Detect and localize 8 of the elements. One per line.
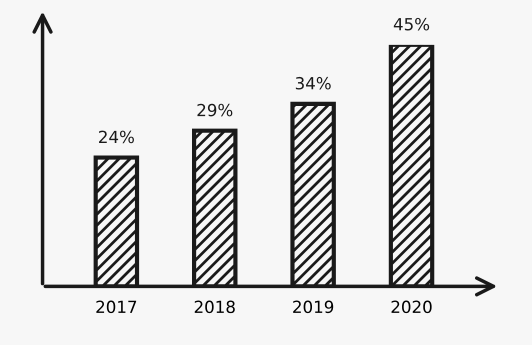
data-label: 24%: [99, 130, 134, 144]
data-label: 34%: [296, 76, 331, 90]
data-label: 45%: [394, 18, 430, 31]
x-tick-label: 2020: [392, 300, 432, 314]
data-label: 29%: [197, 104, 232, 116]
x-tick-label: 2018: [194, 300, 235, 314]
x-tick-label: 2019: [293, 300, 334, 314]
x-tick-label: 2017: [96, 300, 136, 314]
